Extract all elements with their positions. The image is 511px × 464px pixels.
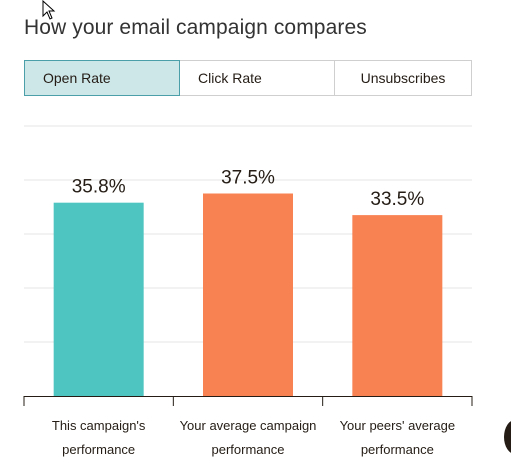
tab-click-rate[interactable]: Click Rate	[180, 60, 335, 96]
x-tick-label: Your average campaign	[180, 418, 317, 433]
bar-value-label: 37.5%	[221, 168, 275, 189]
bar-value-label: 35.8%	[72, 177, 126, 198]
page-title: How your email campaign compares	[24, 16, 367, 39]
metric-tabs: Open Rate Click Rate Unsubscribes	[24, 60, 472, 96]
bar	[203, 193, 293, 396]
comparison-bar-chart: 35.8% This campaign's performance 37.5% Your…	[0, 110, 511, 464]
x-tick-label: This campaign's	[52, 418, 146, 433]
bar	[53, 202, 144, 396]
bar-value-label: 33.5%	[370, 189, 424, 210]
x-tick-label: Your peers' average	[340, 418, 455, 433]
x-tick-label: performance	[361, 442, 434, 457]
mouse-pointer-icon	[42, 0, 56, 20]
tab-unsubscribes[interactable]: Unsubscribes	[335, 60, 472, 96]
x-tick-label: performance	[62, 442, 135, 457]
bar	[352, 215, 443, 396]
x-tick-label: performance	[212, 442, 285, 457]
help-bubble-icon[interactable]	[504, 420, 511, 454]
chart-canvas: 35.8% This campaign's performance 37.5% Your…	[23, 125, 473, 457]
tab-open-rate[interactable]: Open Rate	[24, 60, 180, 96]
